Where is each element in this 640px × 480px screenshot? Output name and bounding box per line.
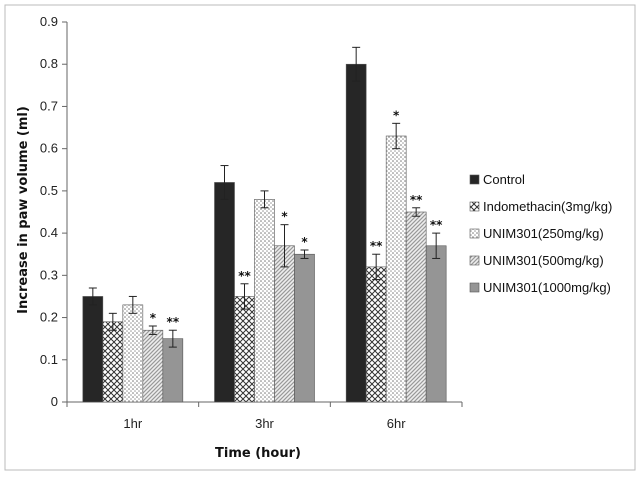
x-tick-label: 3hr <box>255 416 274 431</box>
y-axis-title: Increase in paw volume (ml) <box>16 106 31 314</box>
bar <box>102 321 124 403</box>
bar <box>294 253 315 403</box>
y-tick-label: 0.2 <box>40 310 58 325</box>
chart-border <box>4 4 636 471</box>
legend-swatch <box>469 228 480 239</box>
y-tick-label: 0.1 <box>40 352 58 367</box>
bar <box>82 296 104 403</box>
significance-marker: ** <box>430 218 443 232</box>
bar <box>254 199 275 403</box>
significance-marker: * <box>301 235 308 249</box>
x-tick-label: 1hr <box>123 416 142 431</box>
y-tick-label: 0.6 <box>40 141 58 156</box>
legend-swatch <box>469 282 480 293</box>
bar <box>425 245 447 403</box>
significance-marker: * <box>150 311 157 325</box>
y-tick-label: 0 <box>51 394 58 409</box>
bar <box>142 329 164 403</box>
significance-marker: ** <box>238 269 251 283</box>
y-tick-label: 0.3 <box>40 267 58 282</box>
x-axis-title: Time (hour) <box>215 446 301 461</box>
bar <box>405 211 427 403</box>
y-tick-label: 0.9 <box>40 14 58 29</box>
bar <box>385 135 407 403</box>
legend-label: UNIM301(250mg/kg) <box>483 226 604 241</box>
legend-label: Indomethacin(3mg/kg) <box>483 199 612 214</box>
significance-marker: ** <box>410 193 423 207</box>
legend-swatch <box>469 174 480 185</box>
legend-swatch <box>469 255 480 266</box>
bar <box>214 182 235 403</box>
significance-marker: * <box>393 108 400 122</box>
legend-swatch <box>469 201 480 212</box>
bar <box>345 63 367 403</box>
significance-marker: ** <box>370 239 383 253</box>
y-tick-label: 0.5 <box>40 183 58 198</box>
legend-label: UNIM301(1000mg/kg) <box>483 280 611 295</box>
bar <box>274 245 295 403</box>
legend-label: UNIM301(500mg/kg) <box>483 253 604 268</box>
significance-marker: * <box>281 210 288 224</box>
significance-marker: ** <box>167 315 180 329</box>
bar <box>365 266 387 403</box>
y-tick-label: 0.8 <box>40 56 58 71</box>
bar <box>122 304 144 403</box>
legend-label: Control <box>483 172 525 187</box>
bar <box>162 338 184 403</box>
x-tick-label: 6hr <box>387 416 406 431</box>
bar <box>234 296 255 403</box>
y-tick-label: 0.4 <box>40 225 58 240</box>
y-tick-label: 0.7 <box>40 98 58 113</box>
